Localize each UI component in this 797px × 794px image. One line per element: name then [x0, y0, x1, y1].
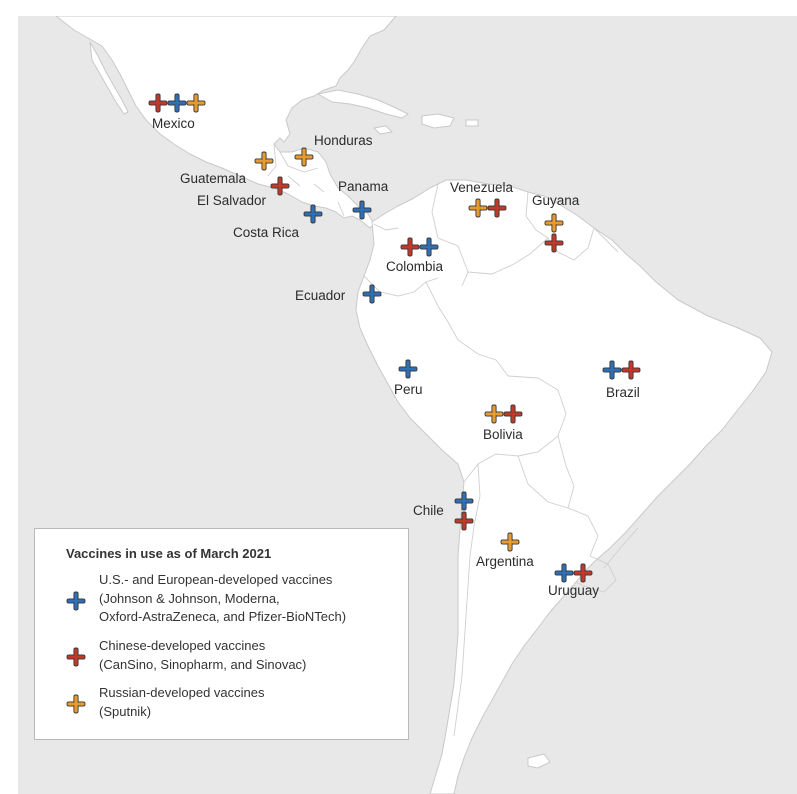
- vaccine-marker-guatemala-russian: [254, 151, 274, 171]
- legend-text-us-eu: U.S.- and European-developed vaccines (J…: [99, 571, 404, 627]
- label-argentina: Argentina: [476, 554, 534, 569]
- label-brazil: Brazil: [606, 385, 640, 400]
- vaccine-marker-colombia-chinese: [400, 237, 420, 257]
- land-hispaniola: [421, 113, 455, 129]
- label-chile: Chile: [413, 503, 444, 518]
- plus-icon-orange: [66, 694, 86, 714]
- vaccine-marker-bolivia-russian: [484, 404, 504, 424]
- label-bolivia: Bolivia: [483, 427, 523, 442]
- label-ecuador: Ecuador: [295, 288, 346, 303]
- legend-text-chinese: Chinese-developed vaccines (CanSino, Sin…: [99, 637, 404, 674]
- legend-line: (Johnson & Johnson, Moderna,: [99, 590, 280, 606]
- legend-plus-chinese: [66, 647, 86, 667]
- plus-icon-red: [66, 647, 86, 667]
- vaccine-marker-mexico-chinese: [148, 93, 168, 113]
- label-uruguay: Uruguay: [548, 583, 600, 598]
- vaccine-marker-venezuela-russian: [468, 198, 488, 218]
- label-costa-rica: Costa Rica: [233, 225, 300, 240]
- legend-line: Oxford-AstraZeneca, and Pfizer-BioNTech): [99, 609, 347, 624]
- vaccine-marker-chile-chinese: [454, 511, 474, 531]
- label-mexico: Mexico: [152, 116, 195, 131]
- land-jamaica: [373, 125, 393, 135]
- label-guyana: Guyana: [532, 193, 580, 208]
- map-land: [55, 16, 773, 794]
- vaccine-marker-argentina-russian: [500, 532, 520, 552]
- vaccine-marker-bolivia-chinese: [503, 404, 523, 424]
- vaccine-marker-colombia-us-eu: [419, 237, 439, 257]
- vaccine-marker-peru-us-eu: [398, 359, 418, 379]
- land-cuba: [317, 89, 409, 119]
- label-peru: Peru: [394, 382, 423, 397]
- legend-line: Chinese-developed vaccines: [99, 638, 266, 653]
- land-baja-california: [89, 41, 129, 115]
- plus-icon-blue: [66, 591, 86, 611]
- legend-plus-russian: [66, 694, 86, 714]
- vaccine-marker-el-salvador-chinese: [270, 176, 290, 196]
- vaccine-marker-brazil-chinese: [621, 360, 641, 380]
- vaccine-marker-venezuela-chinese: [487, 198, 507, 218]
- vaccine-marker-uruguay-us-eu: [554, 563, 574, 583]
- legend-line: (CanSino, Sinopharm, and Sinovac): [99, 656, 307, 672]
- land-south-america: [355, 179, 773, 794]
- vaccine-marker-panama-us-eu: [352, 200, 372, 220]
- vaccine-marker-chile-us-eu: [454, 491, 474, 511]
- vaccine-marker-guyana-russian: [544, 213, 564, 233]
- legend-text-russian: Russian-developed vaccines (Sputnik): [99, 684, 404, 721]
- vaccine-marker-mexico-russian: [186, 93, 206, 113]
- vaccine-marker-uruguay-chinese: [573, 563, 593, 583]
- legend: Vaccines in use as of March 2021 U.S.- a…: [34, 528, 409, 740]
- vaccine-marker-mexico-us-eu: [167, 93, 187, 113]
- vaccine-marker-costa-rica-us-eu: [303, 204, 323, 224]
- legend-line: U.S.- and European-developed vaccines: [99, 572, 333, 587]
- country-borders: [267, 143, 639, 737]
- vaccine-marker-brazil-us-eu: [602, 360, 622, 380]
- vaccine-marker-ecuador-us-eu: [362, 284, 382, 304]
- land-north-america: [55, 16, 397, 229]
- legend-title: Vaccines in use as of March 2021: [66, 546, 272, 561]
- legend-line: Russian-developed vaccines: [99, 685, 265, 700]
- label-honduras: Honduras: [314, 133, 373, 148]
- vaccine-marker-honduras-russian: [294, 147, 314, 167]
- vaccine-markers: [148, 93, 641, 583]
- label-el-salvador: El Salvador: [197, 193, 267, 208]
- land-puerto-rico: [465, 119, 479, 127]
- land-falklands: [527, 753, 551, 769]
- label-colombia: Colombia: [386, 259, 444, 274]
- label-venezuela: Venezuela: [450, 180, 514, 195]
- legend-plus-us-eu: [66, 591, 86, 611]
- label-panama: Panama: [338, 179, 389, 194]
- vaccine-marker-guyana-chinese: [544, 233, 564, 253]
- legend-line: (Sputnik): [99, 703, 152, 719]
- label-guatemala: Guatemala: [180, 171, 247, 186]
